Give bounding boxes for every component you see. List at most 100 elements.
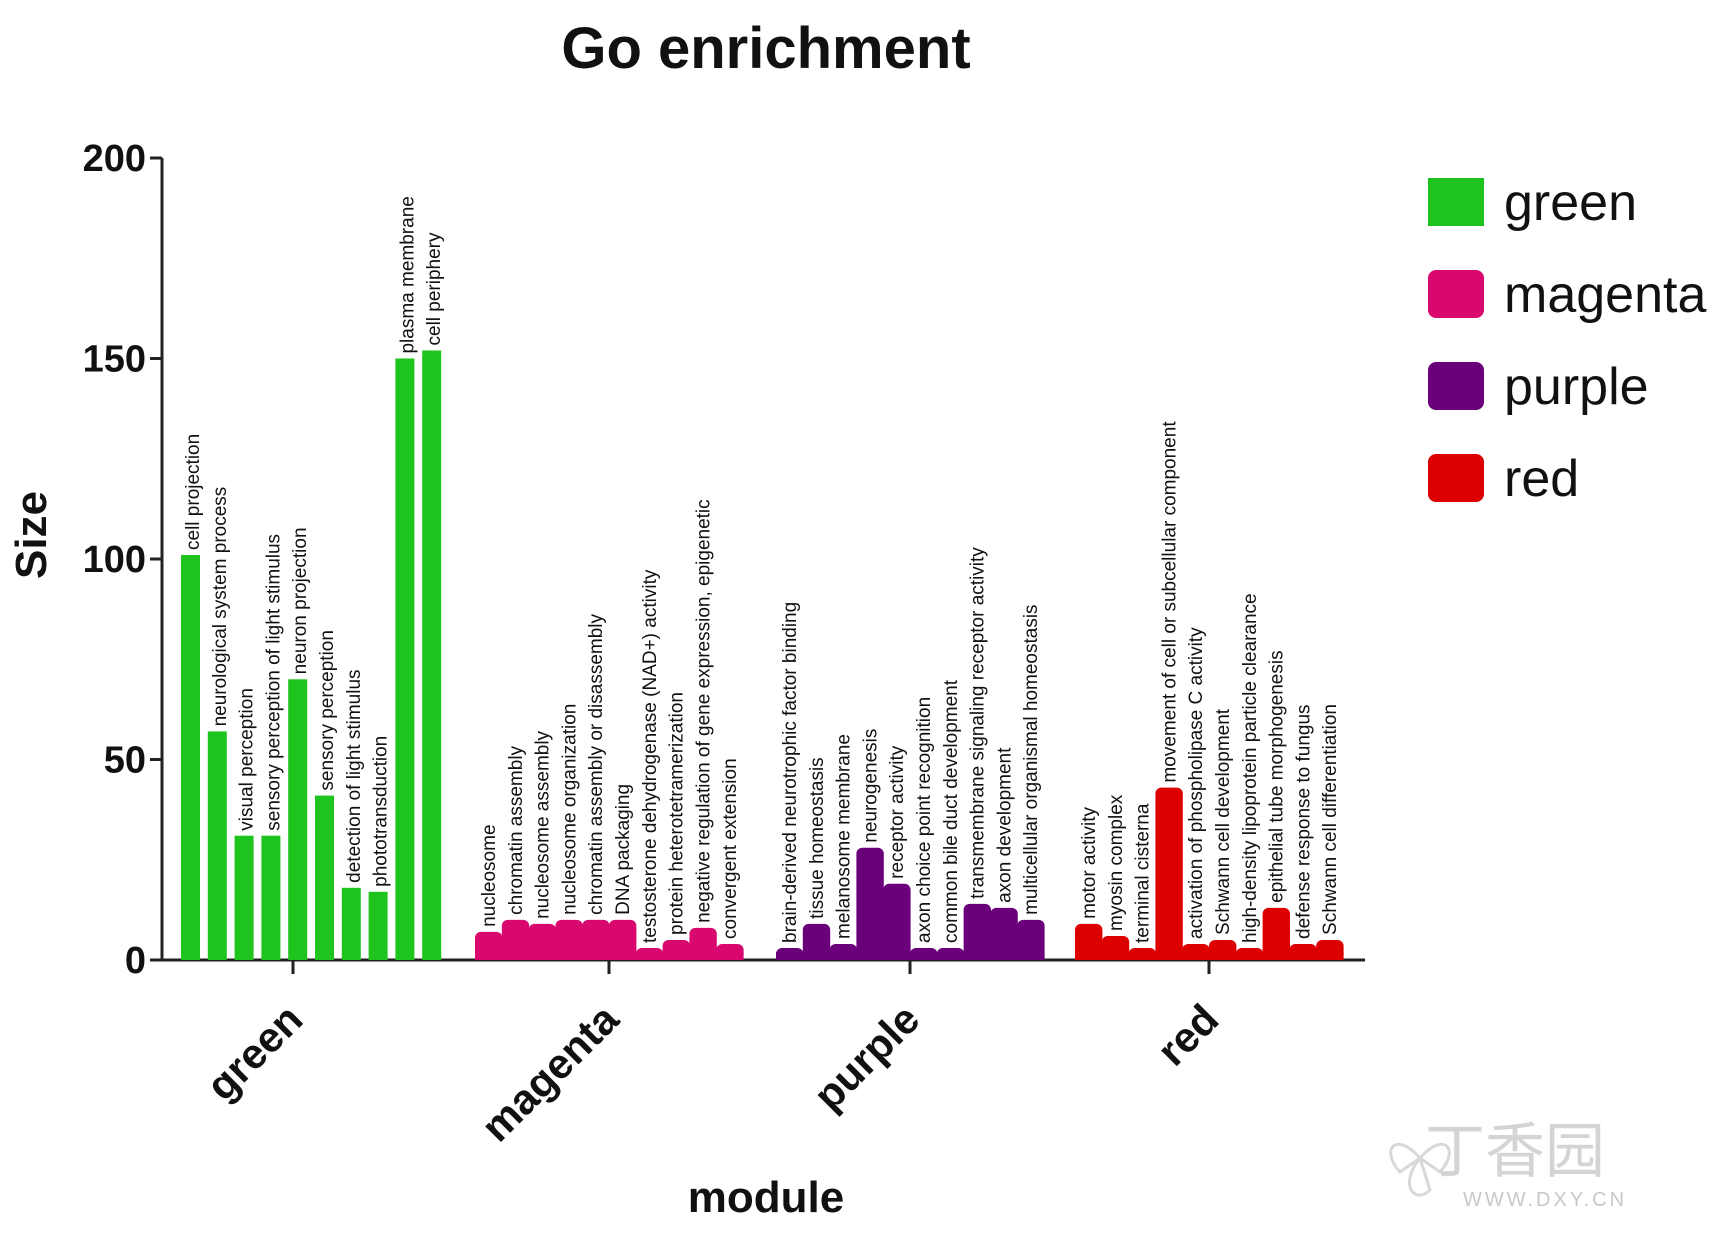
bar-label: myosin complex xyxy=(1106,794,1127,931)
group-labels: green magenta purple red xyxy=(197,995,1227,1151)
legend-label-red: red xyxy=(1504,450,1579,508)
bar-label: chromatin assembly or disassembly xyxy=(586,613,607,914)
y-tick-label: 100 xyxy=(83,539,146,581)
watermark-flower-icon xyxy=(1389,1142,1451,1197)
bar-base-magenta-0 xyxy=(475,952,503,960)
bar-label: terminal cisterna xyxy=(1133,803,1154,943)
y-tick-label: 150 xyxy=(83,339,146,381)
bar-label: multicellular organismal homeostasis xyxy=(1021,604,1042,914)
bar-base-magenta-8 xyxy=(689,952,717,960)
bar-label: receptor activity xyxy=(887,745,908,879)
bar-label: activation of phospholipase C activity xyxy=(1186,627,1207,939)
bar-green-0 xyxy=(181,554,200,960)
bar-green-1 xyxy=(207,731,227,960)
bar-label: visual perception xyxy=(237,688,258,831)
bar-base-magenta-5 xyxy=(609,952,637,960)
bar-label: axon choice point recognition xyxy=(914,697,935,943)
bar-magenta-3 xyxy=(555,919,583,960)
bar-base-magenta-1 xyxy=(501,952,530,960)
bar-labels: cell projection neurological system proce… xyxy=(183,196,1341,943)
bar-base-red-1 xyxy=(1101,952,1130,960)
legend-label-purple: purple xyxy=(1504,358,1649,416)
bar-label: melanosome membrane xyxy=(834,734,855,939)
bar-label: tissue homeostasis xyxy=(807,757,828,919)
legend-swatch-green xyxy=(1428,178,1484,226)
legend-swatch-purple xyxy=(1428,362,1484,410)
bar-label: common bile duct development xyxy=(941,679,962,943)
bar-base-red-2 xyxy=(1128,952,1156,960)
bar-label: axon development xyxy=(994,747,1015,903)
y-ticks: 0 50 100 150 200 xyxy=(83,138,162,982)
bar-base-magenta-7 xyxy=(662,952,690,960)
bar-base-red-5 xyxy=(1209,952,1237,960)
bar-base-red-8 xyxy=(1289,952,1317,960)
bar-base-magenta-6 xyxy=(635,952,664,960)
y-tick-label: 50 xyxy=(104,740,146,782)
bar-label: neuron projection xyxy=(290,527,311,674)
bar-label: epithelial tube morphogenesis xyxy=(1267,650,1288,902)
bar-green-7 xyxy=(368,891,388,960)
chart-title: Go enrichment xyxy=(561,16,970,81)
bar-label: neurological system process xyxy=(210,487,231,727)
bar-label: high-density lipoprotein particle cleara… xyxy=(1240,593,1261,943)
bar-label: convergent extension xyxy=(720,758,741,939)
bar-purple-8 xyxy=(990,907,1018,960)
bar-label: transmembrane signaling receptor activit… xyxy=(968,547,989,899)
bar-purple-1 xyxy=(802,923,831,960)
bar-magenta-1 xyxy=(501,919,530,960)
bar-label: Schwann cell differentiation xyxy=(1320,704,1341,935)
bar-base-purple-1 xyxy=(802,952,831,960)
bar-label: detection of light stimulus xyxy=(344,669,365,882)
bar-label: Schwann cell development xyxy=(1213,708,1234,935)
bar-base-red-0 xyxy=(1075,952,1103,960)
bar-green-4 xyxy=(288,679,308,960)
bar-label: testosterone dehydrogenase (NAD+) activi… xyxy=(640,569,661,943)
bar-magenta-2 xyxy=(528,923,556,960)
bar-purple-3 xyxy=(856,847,884,960)
bar-label: nucleosome organization xyxy=(559,704,580,915)
bar-label: cell periphery xyxy=(424,232,445,345)
bar-purple-4 xyxy=(883,883,911,960)
bar-base-purple-4 xyxy=(883,952,911,960)
bar-label: sensory perception of light stimulus xyxy=(263,534,284,831)
bar-base-red-3 xyxy=(1155,952,1183,960)
legend-label-magenta: magenta xyxy=(1504,266,1706,324)
bar-green-8 xyxy=(395,358,415,960)
bar-base-red-7 xyxy=(1262,952,1290,960)
watermark-cn-text: 丁香园 xyxy=(1425,1118,1605,1185)
legend-swatch-red xyxy=(1428,454,1484,502)
bar-base-purple-6 xyxy=(936,952,965,960)
bar-label: negative regulation of gene expression, … xyxy=(693,499,714,923)
watermark-url-text: WWW.DXY.CN xyxy=(1463,1189,1627,1211)
axes xyxy=(160,158,1365,974)
bar-base-magenta-9 xyxy=(716,952,744,960)
y-tick-label: 0 xyxy=(125,940,146,982)
bar-label: chromatin assembly xyxy=(506,745,527,914)
bar-label: nucleosome xyxy=(479,824,500,926)
legend-swatch-magenta xyxy=(1428,270,1484,318)
group-label-red: red xyxy=(1148,995,1227,1074)
group-label-purple: purple xyxy=(804,995,928,1119)
bar-base-purple-5 xyxy=(910,952,938,960)
legend-label-green: green xyxy=(1504,174,1637,232)
bar-label: nucleosome assembly xyxy=(533,730,554,918)
bar-green-3 xyxy=(261,835,281,960)
bar-base-purple-3 xyxy=(856,952,884,960)
bar-green-9 xyxy=(422,350,442,961)
bar-label: sensory perception xyxy=(317,630,338,791)
bar-purple-7 xyxy=(963,903,991,960)
bar-magenta-5 xyxy=(609,919,637,960)
bar-red-0 xyxy=(1075,923,1103,960)
bar-label: neurogenesis xyxy=(860,729,881,843)
watermark: 丁香园 WWW.DXY.CN xyxy=(1389,1118,1627,1211)
bar-label: protein heterotetramerization xyxy=(667,692,688,935)
bar-label: DNA packaging xyxy=(613,784,634,915)
x-axis-title: module xyxy=(688,1173,844,1222)
bar-base-magenta-3 xyxy=(555,952,583,960)
bar-label: defense response to fungus xyxy=(1293,704,1314,939)
bar-magenta-8 xyxy=(689,927,717,960)
bar-base-purple-2 xyxy=(829,952,857,960)
bar-base-magenta-4 xyxy=(582,952,610,960)
bar-label: phototransduction xyxy=(371,736,392,887)
bar-base-purple-9 xyxy=(1017,952,1045,960)
